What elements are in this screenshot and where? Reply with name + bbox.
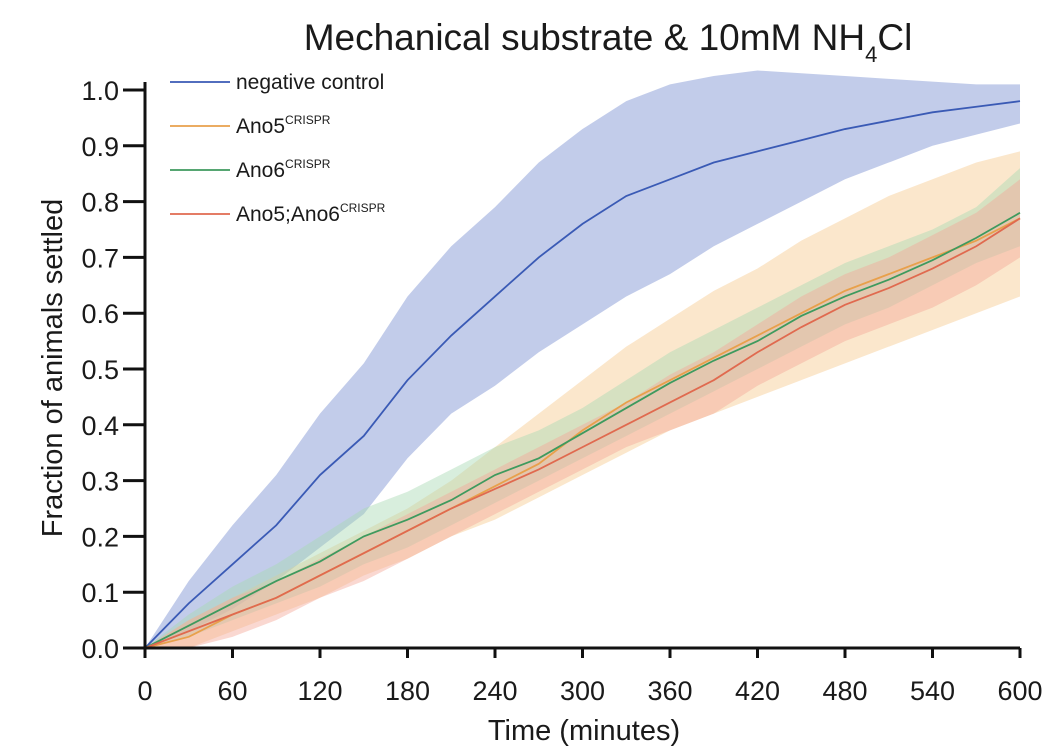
y-tick-label: 0.6 bbox=[81, 299, 119, 329]
series-1-band bbox=[145, 151, 1020, 648]
x-axis-ticks: 0 60 120 180 240 300 360 420 480 540 600 bbox=[137, 648, 1043, 706]
x-tick-label: 60 bbox=[217, 676, 247, 706]
confidence-bands bbox=[145, 70, 1020, 649]
legend-label: Ano5CRISPR bbox=[236, 113, 331, 138]
x-tick-label: 120 bbox=[297, 676, 342, 706]
y-tick-label: 0.7 bbox=[81, 243, 119, 273]
legend-name: negative control bbox=[236, 71, 384, 94]
legend: negative controlAno5CRISPRAno6CRISPRAno5… bbox=[170, 71, 386, 226]
series-3-line bbox=[144, 217, 1021, 649]
y-tick-label: 0.0 bbox=[81, 634, 119, 664]
legend-superscript: CRISPR bbox=[285, 157, 331, 171]
y-tick-label: 0.2 bbox=[81, 522, 119, 552]
legend-superscript: CRISPR bbox=[340, 201, 386, 215]
series-0-band bbox=[145, 70, 1020, 649]
legend-name: Ano6 bbox=[236, 159, 285, 182]
x-tick-label: 360 bbox=[647, 676, 692, 706]
series-2-band bbox=[145, 168, 1020, 648]
series-lines bbox=[144, 100, 1021, 649]
legend-superscript: CRISPR bbox=[285, 113, 331, 127]
y-tick-label: 0.1 bbox=[81, 578, 119, 608]
x-axis-label: Time (minutes) bbox=[488, 715, 680, 747]
series-0-line bbox=[144, 100, 1021, 649]
y-tick-label: 0.9 bbox=[81, 132, 119, 162]
x-tick-label: 300 bbox=[560, 676, 605, 706]
y-tick-label: 1.0 bbox=[81, 76, 119, 106]
series-2-line bbox=[144, 211, 1021, 649]
chart-title-subscript: 4 bbox=[865, 42, 877, 67]
x-tick-label: 540 bbox=[910, 676, 955, 706]
x-tick-label: 240 bbox=[472, 676, 517, 706]
x-tick-label: 480 bbox=[822, 676, 867, 706]
y-tick-label: 0.8 bbox=[81, 188, 119, 218]
legend-label: Ano5;Ano6CRISPR bbox=[236, 201, 386, 226]
series-3-band bbox=[145, 179, 1020, 648]
chart-title-suffix: Cl bbox=[877, 17, 912, 58]
x-tick-label: 600 bbox=[997, 676, 1042, 706]
chart-title-main: Mechanical substrate & 10mM NH bbox=[304, 17, 865, 58]
x-tick-label: 180 bbox=[385, 676, 430, 706]
x-tick-label: 420 bbox=[735, 676, 780, 706]
y-tick-label: 0.3 bbox=[81, 467, 119, 497]
chart-title: Mechanical substrate & 10mM NH4Cl bbox=[304, 17, 913, 67]
x-tick-label: 0 bbox=[137, 676, 152, 706]
y-tick-label: 0.5 bbox=[81, 355, 119, 385]
y-axis-ticks: 0.0 0.1 0.2 0.3 0.4 0.5 0.6 0.7 0.8 0.9 1.0 bbox=[81, 76, 145, 664]
legend-label: negative control bbox=[236, 71, 384, 94]
legend-name: Ano5 bbox=[236, 115, 285, 138]
y-axis-label: Fraction of animals settled bbox=[37, 199, 69, 537]
legend-name: Ano5;Ano6 bbox=[236, 203, 340, 226]
y-tick-label: 0.4 bbox=[81, 411, 119, 441]
legend-label: Ano6CRISPR bbox=[236, 157, 331, 182]
